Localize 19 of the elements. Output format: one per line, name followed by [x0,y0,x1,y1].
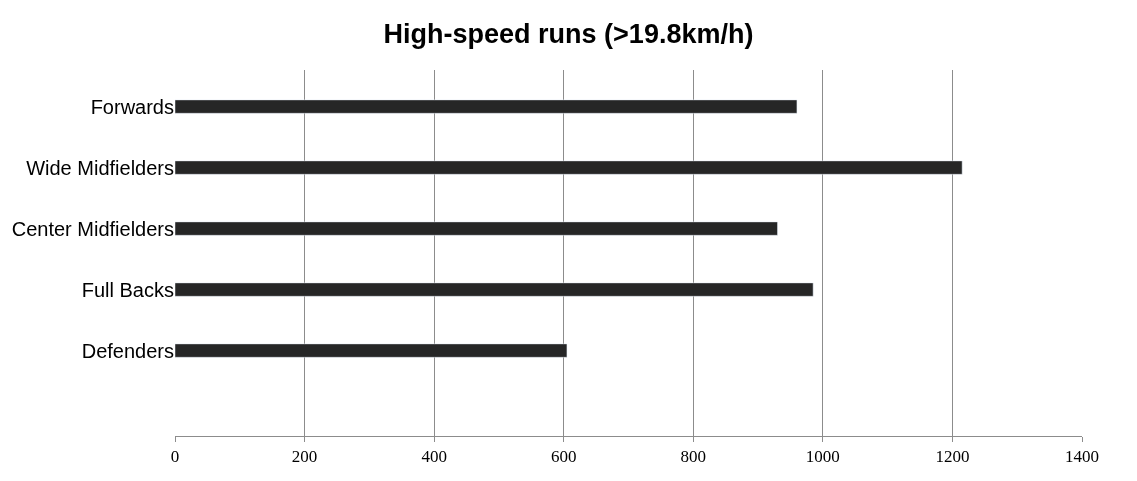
y-tick-label: Full Backs [81,278,174,301]
x-tick-label: 800 [680,447,707,467]
bar [175,99,798,114]
bar [175,221,778,236]
x-tick-label: 1200 [935,447,970,467]
bar [175,160,963,175]
y-tick-label: Forwards [90,95,174,118]
y-tick-label: Center Midfielders [11,217,174,240]
y-tick-label: Wide Midfielders [26,156,174,179]
bar [175,282,814,297]
chart-title: High-speed runs (>19.8km/h) [383,18,754,49]
x-tick-label: 1400 [1065,447,1099,467]
x-tick-label: 600 [550,447,577,467]
bar [175,343,568,358]
x-tick-label: 400 [421,447,447,467]
x-tick-label: 1000 [805,447,840,467]
x-tick-label: 200 [291,447,318,467]
x-tick-label: 0 [170,447,180,467]
y-tick-label: Defenders [81,339,174,362]
